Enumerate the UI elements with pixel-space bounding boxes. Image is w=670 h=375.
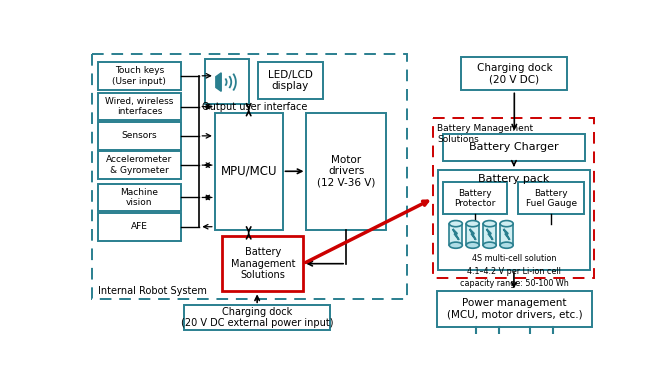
Bar bbox=[215, 113, 283, 230]
Bar bbox=[444, 182, 507, 214]
Text: Sensors: Sensors bbox=[121, 131, 157, 140]
Bar bbox=[92, 54, 407, 299]
Text: Accelerometer
& Gyrometer: Accelerometer & Gyrometer bbox=[107, 155, 172, 175]
Ellipse shape bbox=[483, 242, 496, 248]
Ellipse shape bbox=[500, 242, 513, 248]
Text: Battery Management
Solutions: Battery Management Solutions bbox=[438, 124, 533, 144]
Bar bbox=[461, 57, 567, 90]
Bar bbox=[306, 113, 386, 230]
Bar bbox=[258, 62, 322, 99]
Text: Motor
drivers
(12 V-36 V): Motor drivers (12 V-36 V) bbox=[317, 154, 375, 188]
Ellipse shape bbox=[466, 220, 479, 227]
Bar bbox=[184, 305, 330, 330]
Ellipse shape bbox=[450, 242, 462, 248]
Text: LED/LCD
display: LED/LCD display bbox=[268, 70, 313, 91]
Bar bbox=[437, 291, 592, 327]
Text: Battery
Protector: Battery Protector bbox=[454, 189, 496, 208]
Text: Charging dock
(20 V DC external power input): Charging dock (20 V DC external power in… bbox=[181, 307, 334, 328]
Bar bbox=[98, 151, 181, 179]
Ellipse shape bbox=[483, 220, 496, 227]
Text: MPU/MCU: MPU/MCU bbox=[220, 165, 277, 178]
Bar bbox=[466, 224, 479, 245]
Text: Output user interface: Output user interface bbox=[202, 102, 308, 112]
Text: Battery Charger: Battery Charger bbox=[469, 142, 559, 152]
Bar bbox=[443, 134, 585, 161]
Text: Battery
Management
Solutions: Battery Management Solutions bbox=[230, 247, 295, 280]
Text: Machine
vision: Machine vision bbox=[121, 188, 158, 207]
Bar bbox=[450, 224, 462, 245]
Text: AFE: AFE bbox=[131, 222, 148, 231]
Ellipse shape bbox=[466, 242, 479, 248]
Ellipse shape bbox=[450, 220, 462, 227]
Ellipse shape bbox=[500, 220, 513, 227]
Text: 4S multi-cell solution
4.1–4.2 V per Li-ion cell
capacity range: 50-100 Wh: 4S multi-cell solution 4.1–4.2 V per Li-… bbox=[460, 255, 568, 288]
Bar bbox=[98, 62, 181, 90]
Bar bbox=[205, 59, 249, 104]
Polygon shape bbox=[216, 73, 221, 92]
Bar bbox=[518, 182, 584, 214]
Bar bbox=[98, 122, 181, 150]
Text: Battery pack: Battery pack bbox=[478, 174, 549, 184]
Bar bbox=[98, 213, 181, 241]
Bar bbox=[483, 224, 496, 245]
Text: Internal Robot System: Internal Robot System bbox=[98, 286, 206, 296]
Bar bbox=[500, 224, 513, 245]
Bar bbox=[433, 118, 594, 278]
Bar bbox=[438, 170, 590, 270]
Text: Charging dock
(20 V DC): Charging dock (20 V DC) bbox=[476, 63, 552, 84]
Bar bbox=[98, 93, 181, 120]
Bar bbox=[98, 184, 181, 211]
Text: Wired, wireless
interfaces: Wired, wireless interfaces bbox=[105, 97, 174, 116]
Bar bbox=[222, 236, 304, 291]
Text: Power management
(MCU, motor drivers, etc.): Power management (MCU, motor drivers, et… bbox=[446, 298, 582, 320]
Text: Battery
Fuel Gauge: Battery Fuel Gauge bbox=[526, 189, 577, 208]
Text: Touch keys
(User input): Touch keys (User input) bbox=[113, 66, 166, 86]
